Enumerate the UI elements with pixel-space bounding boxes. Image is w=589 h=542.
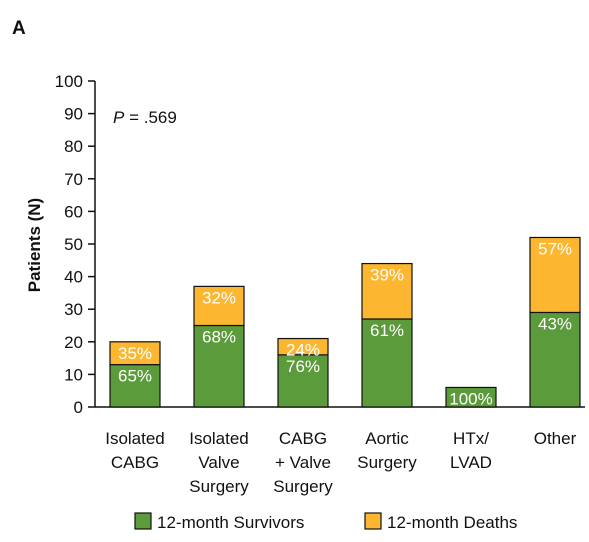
x-tick-label: CABG <box>279 429 327 448</box>
annotation: P = .569 <box>113 108 177 127</box>
x-tick-label: LVAD <box>450 453 492 472</box>
value-label: 43% <box>538 314 572 333</box>
annotation-part: P <box>113 108 125 127</box>
x-tick-label: CABG <box>111 453 159 472</box>
y-tick-label: 60 <box>64 202 83 221</box>
x-tick-label: Surgery <box>357 453 417 472</box>
legend-label: 12-month Deaths <box>387 513 517 532</box>
value-label: 32% <box>202 288 236 307</box>
bar-segment <box>109 364 161 408</box>
value-label: 57% <box>538 239 572 258</box>
bar-segment <box>109 341 161 366</box>
value-label: 68% <box>202 328 236 347</box>
y-tick-label: 70 <box>64 170 83 189</box>
x-tick-label: Isolated <box>105 429 165 448</box>
y-tick-label: 10 <box>64 365 83 384</box>
value-label: 61% <box>370 321 404 340</box>
bar-segment <box>193 324 245 408</box>
y-tick-label: 80 <box>64 137 83 156</box>
value-label: 39% <box>370 266 404 285</box>
x-tick-label: Surgery <box>189 477 249 496</box>
x-tick-label: + Valve <box>275 453 331 472</box>
y-tick-label: 90 <box>64 105 83 124</box>
x-tick-label: HTx/ <box>453 429 489 448</box>
legend-swatch <box>134 512 152 530</box>
x-tick-label: Valve <box>198 453 239 472</box>
bar-segment <box>529 236 581 314</box>
panel-label: A <box>12 18 26 39</box>
bar-segment <box>193 285 245 327</box>
y-tick-label: 50 <box>64 235 83 254</box>
y-tick-label: 40 <box>64 268 83 287</box>
value-label: 76% <box>286 357 320 376</box>
x-tick-label: Other <box>534 429 577 448</box>
bar-segment <box>277 354 329 408</box>
bar-segment <box>361 318 413 408</box>
y-axis-label: Patients (N) <box>25 198 44 292</box>
value-label: 35% <box>118 344 152 363</box>
legend-label: 12-month Survivors <box>157 513 304 532</box>
x-tick-label: Aortic <box>365 429 409 448</box>
y-tick-label: 30 <box>64 300 83 319</box>
y-tick-label: 20 <box>64 333 83 352</box>
annotation-part: = .569 <box>129 108 177 127</box>
bar-segment <box>361 262 413 320</box>
bar-segment <box>529 311 581 408</box>
y-tick-label: 100 <box>55 72 83 91</box>
x-tick-label: Isolated <box>189 429 249 448</box>
value-label: 65% <box>118 367 152 386</box>
bar-segment <box>277 337 329 356</box>
bar-segment <box>445 386 497 408</box>
value-label: 100% <box>449 389 492 408</box>
y-tick-label: 0 <box>74 398 83 417</box>
x-tick-label: Surgery <box>273 477 333 496</box>
value-label: 24% <box>286 341 320 360</box>
legend-swatch <box>364 512 382 530</box>
